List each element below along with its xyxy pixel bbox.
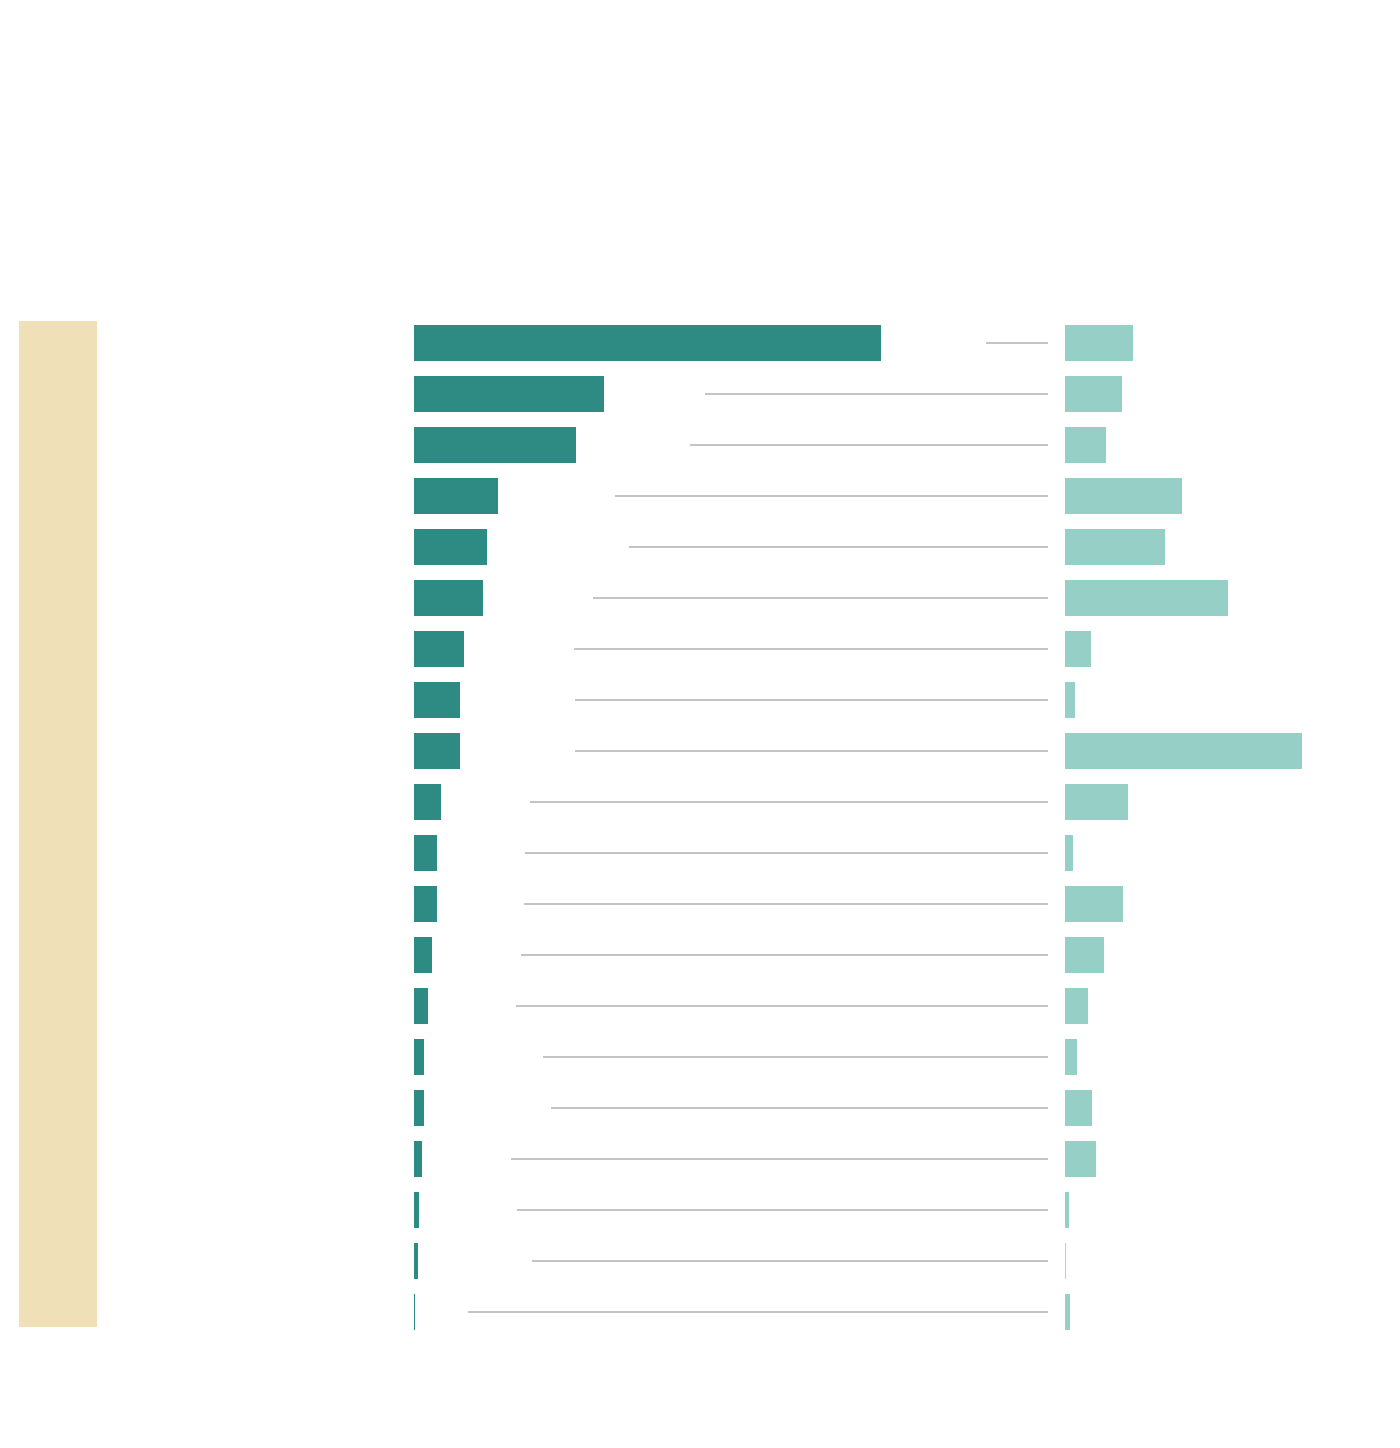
- secondary-bar: [1065, 1039, 1077, 1075]
- bar: [414, 1294, 415, 1330]
- bar: [414, 580, 483, 616]
- bar: [414, 835, 437, 871]
- secondary-bar: [1065, 988, 1088, 1024]
- secondary-bar: [1065, 886, 1123, 922]
- bar: [414, 937, 432, 973]
- secondary-bar: [1065, 478, 1182, 514]
- bar: [414, 1192, 419, 1228]
- secondary-bar: [1065, 325, 1133, 361]
- secondary-bar: [1065, 1090, 1092, 1126]
- secondary-bar: [1065, 631, 1091, 667]
- bar: [414, 376, 604, 412]
- bar: [414, 784, 441, 820]
- bar: [414, 325, 881, 361]
- secondary-bar: [1065, 1294, 1070, 1330]
- secondary-bar: [1065, 784, 1128, 820]
- secondary-bar: [1065, 937, 1104, 973]
- bar: [414, 1141, 422, 1177]
- secondary-bar: [1065, 1192, 1069, 1228]
- bar: [414, 1090, 424, 1126]
- bar: [414, 988, 428, 1024]
- secondary-bar: [1065, 733, 1302, 769]
- bar: [414, 1243, 418, 1279]
- bar: [414, 1039, 424, 1075]
- bar: [414, 733, 460, 769]
- bar: [414, 529, 487, 565]
- side-panel: [19, 321, 97, 1327]
- bar: [414, 886, 437, 922]
- secondary-bar: [1065, 1243, 1066, 1279]
- bar: [414, 478, 498, 514]
- secondary-bar: [1065, 529, 1165, 565]
- bar: [414, 631, 464, 667]
- secondary-bar: [1065, 682, 1075, 718]
- bar: [414, 682, 460, 718]
- secondary-bar: [1065, 1141, 1096, 1177]
- bar: [414, 427, 576, 463]
- secondary-bar: [1065, 427, 1106, 463]
- secondary-bar: [1065, 376, 1122, 412]
- secondary-bar: [1065, 580, 1228, 616]
- secondary-bar: [1065, 835, 1073, 871]
